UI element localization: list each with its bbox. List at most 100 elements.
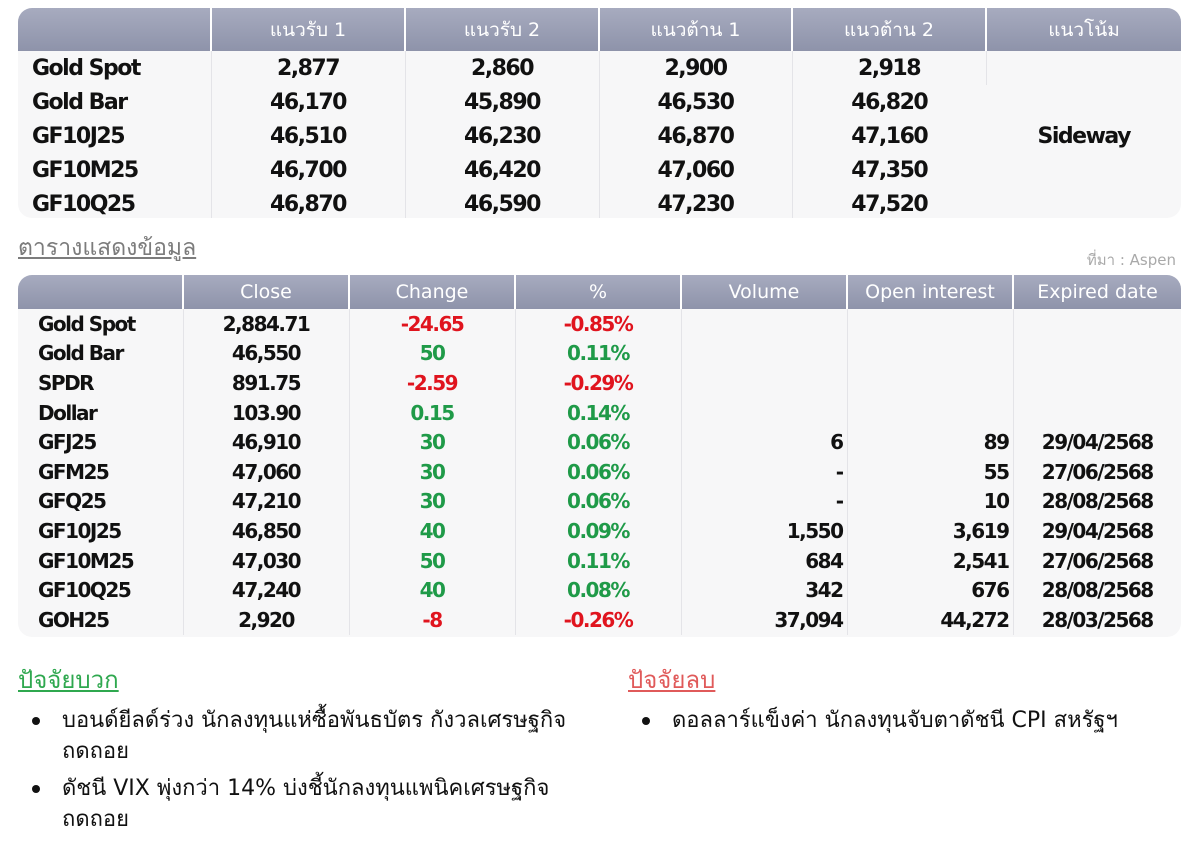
table-row: Gold Bar 46,550 50 0.11%	[18, 338, 1181, 369]
expired-date-value	[1013, 398, 1181, 428]
table-row: GOH25 2,920 -8 -0.26% 37,094 44,272 28/03/2568	[18, 604, 1181, 635]
levels-row: GF10J25 46,510 46,230 46,870 47,160	[18, 119, 1181, 153]
table-row: SPDR 891.75 -2.59 -0.29%	[18, 368, 1181, 398]
col-header-volume: Volume	[681, 275, 848, 309]
percent-change-value: 0.06%	[515, 427, 682, 457]
support-2-value: 45,890	[405, 85, 600, 119]
expired-date-value: 28/08/2568	[1041, 578, 1154, 603]
data-table-caption: ตารางแสดงข้อมูล	[18, 235, 197, 261]
expired-date-value: 28/08/2568	[1041, 489, 1154, 514]
percent-change-value: 0.06%	[515, 456, 682, 487]
volume-value: 6	[681, 427, 848, 457]
change-value: 30	[349, 486, 516, 517]
instrument-name: GF10Q25	[18, 187, 212, 218]
percent-change-value: 0.14%	[515, 397, 682, 428]
percent-change-value: -0.29%	[515, 368, 682, 398]
expired-date-value: 28/03/2568	[1041, 607, 1154, 632]
percent-change-value: 0.11%	[515, 545, 682, 576]
instrument-name: Gold Spot	[18, 309, 184, 339]
open-interest-value: 44,272	[847, 604, 1014, 635]
factor-text: ดอลลาร์แข็งค่า นักลงทุนจับตาดัชนี CPI สห…	[672, 708, 1118, 733]
levels-body: Gold Spot 2,877 2,860 2,900 2,918 Sideway Gold…	[18, 51, 1181, 218]
expired-date-value: 27/06/2568	[1041, 459, 1154, 484]
instrument-name: GFM25	[18, 456, 184, 487]
expired-date-value: 29/04/2568	[1041, 430, 1154, 455]
market-data-body: Gold Spot 2,884.71 -24.65 -0.85% Gold Bar 46,…	[18, 309, 1181, 635]
support-2-value: 46,420	[405, 153, 600, 187]
volume-value	[681, 397, 848, 428]
expired-date-value: 29/04/2568	[1041, 518, 1154, 543]
source-label: ที่มา : Aspen	[1086, 251, 1176, 269]
close-value: 46,550	[183, 338, 350, 369]
resistance-1-value: 47,060	[599, 153, 793, 187]
percent-change-value: 0.09%	[515, 516, 682, 546]
open-interest-value	[847, 338, 1014, 369]
instrument-name: Gold Bar	[18, 338, 184, 369]
volume-value: 1,550	[681, 516, 848, 546]
resistance-1-value: 46,530	[599, 85, 793, 119]
volume-value	[681, 338, 848, 369]
change-value: 30	[349, 427, 516, 457]
table-row: GF10J25 46,850 40 0.09% 1,550 3,619 29/04/2568	[18, 516, 1181, 546]
levels-header-name	[18, 8, 212, 51]
instrument-name: GOH25	[18, 604, 184, 635]
resistance-2-value: 47,520	[851, 191, 928, 217]
bullet-icon	[642, 717, 650, 725]
instrument-name: GF10J25	[18, 119, 212, 153]
volume-value	[681, 309, 848, 339]
col-header-open-interest: Open interest	[847, 275, 1014, 309]
levels-header-resistance-1: แนวต้าน 1	[599, 8, 793, 51]
table-row: Dollar 103.90 0.15 0.14%	[18, 397, 1181, 428]
instrument-name: Gold Bar	[18, 85, 212, 119]
open-interest-value	[847, 309, 1014, 339]
close-value: 103.90	[183, 397, 350, 428]
change-value: 40	[349, 516, 516, 546]
volume-value: -	[681, 486, 848, 517]
expired-date-value	[1013, 368, 1181, 398]
market-data-panel: Close Change % Volume Open interest Expi…	[18, 275, 1181, 637]
market-data-header-row: Close Change % Volume Open interest Expi…	[18, 275, 1181, 309]
change-value: -2.59	[349, 368, 516, 398]
open-interest-value: 676	[847, 575, 1014, 605]
close-value: 47,030	[183, 545, 350, 576]
list-item: ดอลลาร์แข็งค่า นักลงทุนจับตาดัชนี CPI สห…	[632, 705, 1172, 736]
instrument-name: GF10M25	[18, 545, 184, 576]
levels-row: GF10M25 46,700 46,420 47,060 47,350	[18, 153, 1181, 187]
percent-change-value: 0.06%	[515, 486, 682, 517]
levels-header-trend: แนวโน้ม	[986, 8, 1181, 51]
change-value: 50	[349, 545, 516, 576]
table-row: GFQ25 47,210 30 0.06% -10 28/08/2568	[18, 486, 1181, 517]
close-value: 46,850	[183, 516, 350, 546]
support-1-value: 46,510	[211, 119, 406, 153]
resistance-1-value: 46,870	[599, 119, 793, 153]
support-1-value: 46,870	[211, 187, 406, 218]
levels-row: Gold Spot 2,877 2,860 2,900 2,918 Sideway	[18, 51, 1181, 149]
levels-table: แนวรับ 1 แนวรับ 2 แนวต้าน 1 แนวต้าน 2 แน…	[18, 8, 1181, 218]
levels-row: GF10Q25 46,870 46,590 47,230 47,520	[18, 187, 1181, 218]
volume-value: 342	[681, 575, 848, 605]
expired-date-value	[1013, 309, 1181, 339]
open-interest-value: 3,619	[847, 516, 1014, 546]
support-2-value: 46,590	[405, 187, 600, 218]
change-value: 40	[349, 575, 516, 605]
resistance-2-value: 47,350	[851, 157, 928, 183]
levels-header-resistance-2: แนวต้าน 2	[792, 8, 987, 51]
table-row: Gold Spot 2,884.71 -24.65 -0.85%	[18, 309, 1181, 339]
close-value: 891.75	[183, 368, 350, 398]
support-2-value: 46,230	[405, 119, 600, 153]
resistance-2-value: 46,820	[851, 89, 928, 115]
support-1-value: 46,170	[211, 85, 406, 119]
table-row: GFJ25 46,910 30 0.06% 6 89 29/04/2568	[18, 427, 1181, 457]
negative-factors-list: ดอลลาร์แข็งค่า นักลงทุนจับตาดัชนี CPI สห…	[632, 705, 1172, 742]
percent-change-value: -0.85%	[515, 309, 682, 339]
support-1-value: 46,700	[211, 153, 406, 187]
change-value: 0.15	[349, 397, 516, 428]
table-row: GF10Q25 47,240 40 0.08% 342 676 28/08/2568	[18, 575, 1181, 605]
open-interest-value: 55	[847, 456, 1014, 487]
positive-factors-list: บอนด์ยีลด์ร่วง นักลงทุนแห่ซื้อพันธบัตร ก…	[22, 705, 582, 841]
percent-change-value: -0.26%	[515, 604, 682, 635]
volume-value: 684	[681, 545, 848, 576]
percent-change-value: 0.08%	[515, 575, 682, 605]
list-item: บอนด์ยีลด์ร่วง นักลงทุนแห่ซื้อพันธบัตร ก…	[22, 705, 582, 767]
resistance-1-value: 2,900	[599, 51, 793, 85]
